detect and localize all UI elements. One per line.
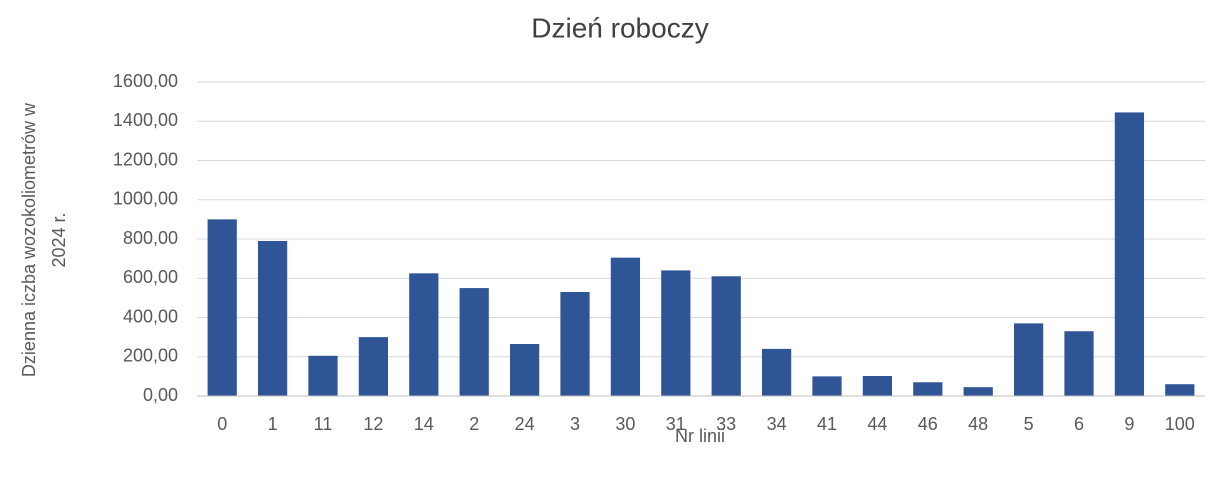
x-tick-label: 14 xyxy=(414,414,434,434)
bar xyxy=(913,382,943,396)
bar xyxy=(207,219,237,396)
bar xyxy=(761,348,792,396)
chart-title: Dzień roboczy xyxy=(531,12,708,43)
x-tick-label: 0 xyxy=(217,414,227,434)
bar xyxy=(1165,384,1195,396)
y-axis-label-line: Dzienna iczba wozokoliometrów w xyxy=(19,102,39,377)
x-tick-label: 41 xyxy=(817,414,837,434)
bar xyxy=(560,291,590,396)
bar xyxy=(1064,331,1094,396)
bar xyxy=(661,270,691,396)
x-tick-label: 11 xyxy=(314,414,333,434)
bar xyxy=(308,355,338,396)
x-tick-label: 6 xyxy=(1074,414,1084,434)
bar xyxy=(1013,323,1044,396)
y-tick-label: 600,00 xyxy=(123,267,178,287)
x-tick-label: 9 xyxy=(1124,414,1134,434)
bar xyxy=(358,337,389,396)
y-tick-label: 1400,00 xyxy=(113,110,178,130)
x-tick-label: 100 xyxy=(1165,414,1195,434)
y-tick-label: 800,00 xyxy=(123,228,178,248)
bar xyxy=(509,343,540,396)
y-tick-label: 400,00 xyxy=(123,306,178,326)
x-axis-label: Nr linii xyxy=(675,426,725,446)
y-tick-label: 1200,00 xyxy=(113,149,178,169)
x-tick-label: 48 xyxy=(968,414,988,434)
x-tick-label: 33 xyxy=(716,414,736,434)
bar xyxy=(963,387,993,396)
x-tick-label: 5 xyxy=(1024,414,1034,434)
bar xyxy=(459,288,489,396)
bar xyxy=(812,376,842,396)
y-tick-label: 200,00 xyxy=(123,346,178,366)
x-tick-label: 34 xyxy=(767,414,787,434)
y-tick-label: 1600,00 xyxy=(113,71,178,91)
x-tick-label: 30 xyxy=(615,414,635,434)
x-tick-label: 46 xyxy=(918,414,938,434)
bar xyxy=(862,375,893,396)
y-tick-label: 0,00 xyxy=(143,385,178,405)
bar xyxy=(257,240,288,396)
x-tick-label: 2 xyxy=(469,414,479,434)
x-tick-label: 24 xyxy=(515,414,535,434)
bar xyxy=(610,257,641,396)
y-tick-label: 1000,00 xyxy=(113,189,178,209)
x-tick-label: 3 xyxy=(570,414,580,434)
y-axis-label-line: 2024 r. xyxy=(49,212,69,267)
x-tick-label: 31 xyxy=(666,414,686,434)
y-axis-label: Dzienna iczba wozokoliometrów w 2024 r. xyxy=(19,102,69,377)
bar xyxy=(1114,112,1145,396)
bar xyxy=(409,273,439,396)
x-tick-label: 44 xyxy=(867,414,887,434)
x-tick-label: 1 xyxy=(268,414,278,434)
x-tick-label: 12 xyxy=(363,414,383,434)
bar xyxy=(711,276,741,396)
